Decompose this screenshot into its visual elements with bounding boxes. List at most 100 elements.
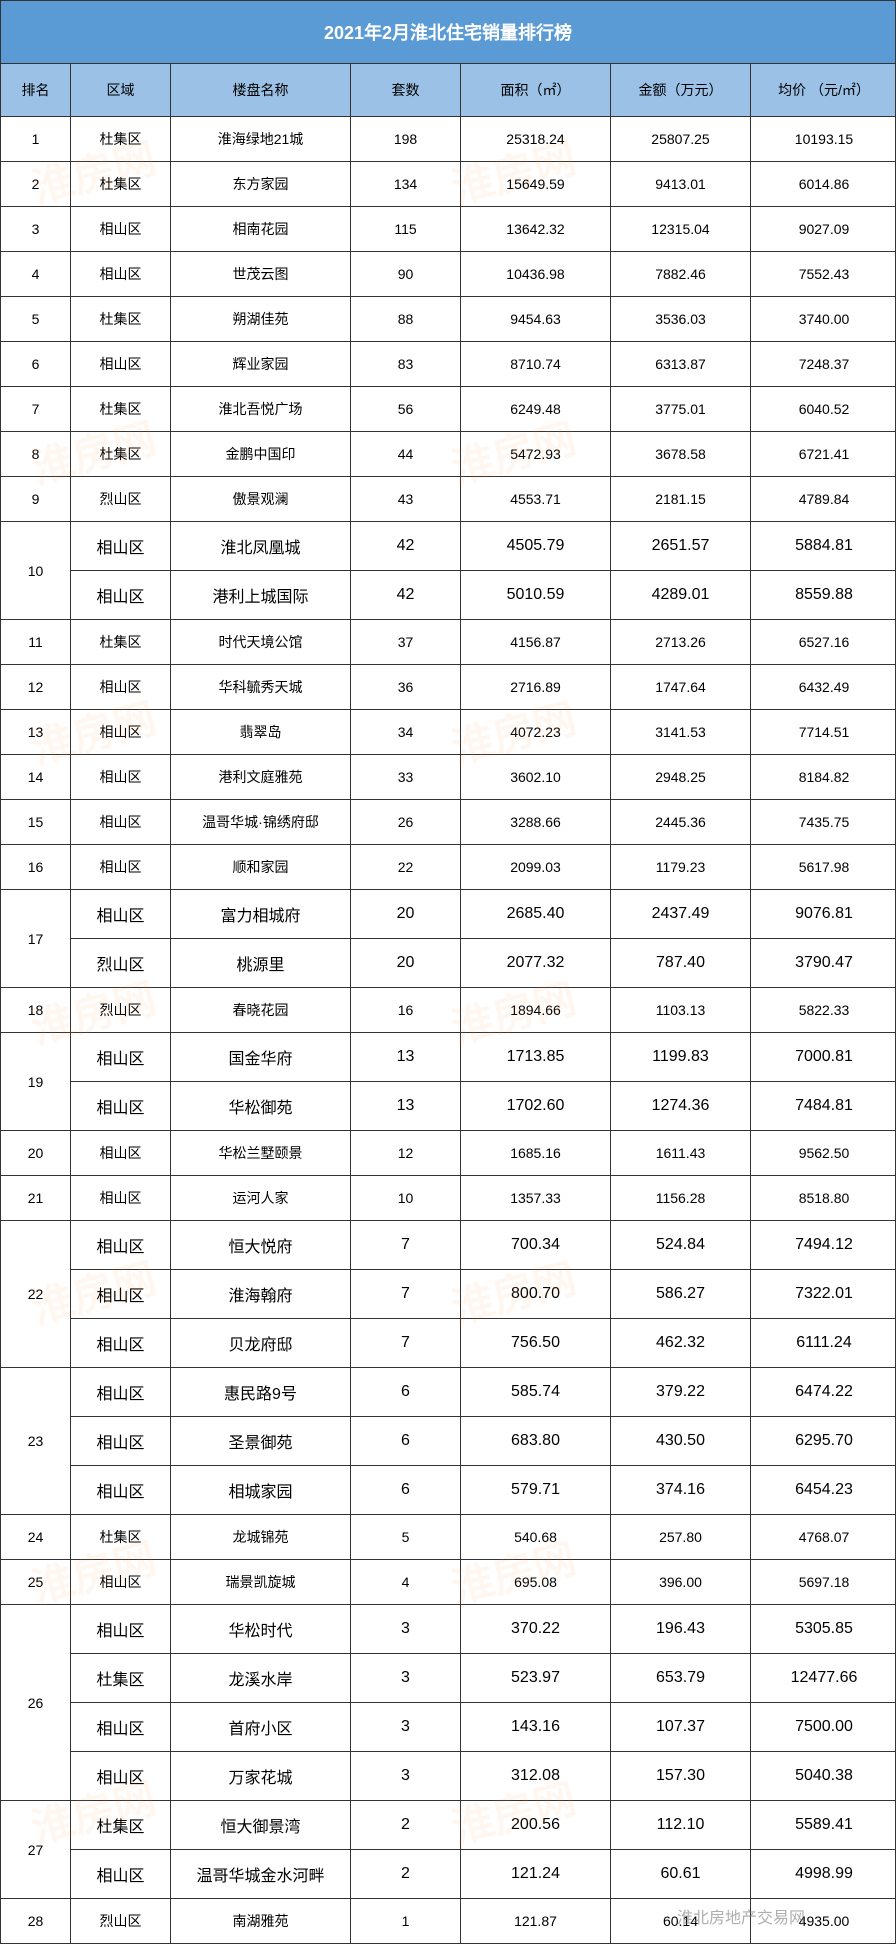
- cell-rank: 18: [1, 988, 71, 1032]
- header-name: 楼盘名称: [171, 64, 351, 116]
- cell-region: 相山区: [71, 1082, 171, 1130]
- cell-amount: 7882.46: [611, 252, 751, 296]
- cell-price: 6111.24: [751, 1319, 896, 1367]
- cell-area: 5472.93: [461, 432, 611, 476]
- cell-area: 6249.48: [461, 387, 611, 431]
- cell-amount: 2713.26: [611, 620, 751, 664]
- cell-area: 121.24: [461, 1850, 611, 1898]
- cell-amount: 1179.23: [611, 845, 751, 889]
- cell-rank: 16: [1, 845, 71, 889]
- cell-region: 相山区: [71, 1033, 171, 1081]
- table-row: 杜集区恒大御景湾2200.56112.105589.41: [71, 1801, 896, 1850]
- cell-name: 时代天境公馆: [171, 620, 351, 664]
- cell-amount: 379.22: [611, 1368, 751, 1416]
- cell-units: 6: [351, 1368, 461, 1416]
- cell-price: 3740.00: [751, 297, 896, 341]
- cell-rank: 17: [1, 890, 71, 987]
- cell-region: 相山区: [71, 1270, 171, 1318]
- cell-rank: 26: [1, 1605, 71, 1800]
- cell-area: 5010.59: [461, 571, 611, 619]
- cell-area: 10436.98: [461, 252, 611, 296]
- cell-price: 3790.47: [751, 939, 896, 987]
- cell-name: 淮海翰府: [171, 1270, 351, 1318]
- cell-price: 5884.81: [751, 522, 896, 570]
- cell-price: 8559.88: [751, 571, 896, 619]
- cell-amount: 2948.25: [611, 755, 751, 799]
- cell-amount: 257.80: [611, 1515, 751, 1559]
- cell-price: 7552.43: [751, 252, 896, 296]
- cell-amount: 2445.36: [611, 800, 751, 844]
- cell-region: 相山区: [71, 845, 171, 889]
- header-area: 面积（㎡）: [461, 64, 611, 116]
- cell-amount: 1199.83: [611, 1033, 751, 1081]
- cell-name: 桃源里: [171, 939, 351, 987]
- cell-name: 朔湖佳苑: [171, 297, 351, 341]
- cell-units: 83: [351, 342, 461, 386]
- footer-text: 淮北房地产交易网: [677, 1904, 805, 1928]
- table-row: 相山区富力相城府202685.402437.499076.81: [71, 890, 896, 939]
- cell-amount: 396.00: [611, 1560, 751, 1604]
- table-row: 相山区淮北凤凰城424505.792651.575884.81: [71, 522, 896, 571]
- cell-area: 13642.32: [461, 207, 611, 251]
- cell-price: 9076.81: [751, 890, 896, 938]
- cell-name: 辉业家园: [171, 342, 351, 386]
- cell-units: 88: [351, 297, 461, 341]
- cell-region: 烈山区: [71, 1899, 171, 1943]
- cell-area: 585.74: [461, 1368, 611, 1416]
- cell-amount: 1156.28: [611, 1176, 751, 1220]
- cell-price: 7322.01: [751, 1270, 896, 1318]
- cell-region: 烈山区: [71, 939, 171, 987]
- header-amount: 金额（万元）: [611, 64, 751, 116]
- table-row: 8杜集区金鹏中国印445472.933678.586721.41: [1, 432, 895, 477]
- cell-units: 42: [351, 571, 461, 619]
- cell-area: 25318.24: [461, 117, 611, 161]
- cell-amount: 3678.58: [611, 432, 751, 476]
- cell-area: 523.97: [461, 1654, 611, 1702]
- cell-rank: 10: [1, 522, 71, 619]
- cell-units: 13: [351, 1033, 461, 1081]
- cell-amount: 60.61: [611, 1850, 751, 1898]
- header-units: 套数: [351, 64, 461, 116]
- cell-units: 44: [351, 432, 461, 476]
- cell-name: 恒大御景湾: [171, 1801, 351, 1849]
- cell-region: 杜集区: [71, 1515, 171, 1559]
- cell-amount: 12315.04: [611, 207, 751, 251]
- cell-amount: 1611.43: [611, 1131, 751, 1175]
- cell-rank: 23: [1, 1368, 71, 1514]
- cell-rank: 19: [1, 1033, 71, 1130]
- cell-name: 龙城锦苑: [171, 1515, 351, 1559]
- cell-units: 36: [351, 665, 461, 709]
- table-row: 4相山区世茂云图9010436.987882.467552.43: [1, 252, 895, 297]
- cell-units: 3: [351, 1703, 461, 1751]
- cell-area: 695.08: [461, 1560, 611, 1604]
- table-row: 相山区惠民路9号6585.74379.226474.22: [71, 1368, 896, 1417]
- cell-amount: 107.37: [611, 1703, 751, 1751]
- cell-units: 6: [351, 1466, 461, 1514]
- cell-region: 相山区: [71, 710, 171, 754]
- cell-price: 9562.50: [751, 1131, 896, 1175]
- cell-price: 6040.52: [751, 387, 896, 431]
- table-row-group: 27杜集区恒大御景湾2200.56112.105589.41相山区温哥华城金水河…: [1, 1801, 895, 1899]
- cell-area: 15649.59: [461, 162, 611, 206]
- cell-region: 杜集区: [71, 620, 171, 664]
- table-row: 11杜集区时代天境公馆374156.872713.266527.16: [1, 620, 895, 665]
- table-row-group: 23相山区惠民路9号6585.74379.226474.22相山区圣景御苑668…: [1, 1368, 895, 1515]
- cell-area: 756.50: [461, 1319, 611, 1367]
- cell-name: 港利文庭雅苑: [171, 755, 351, 799]
- cell-region: 相山区: [71, 342, 171, 386]
- cell-amount: 3536.03: [611, 297, 751, 341]
- cell-area: 4553.71: [461, 477, 611, 521]
- cell-rank: 24: [1, 1515, 71, 1559]
- cell-units: 26: [351, 800, 461, 844]
- cell-price: 5617.98: [751, 845, 896, 889]
- cell-area: 312.08: [461, 1752, 611, 1800]
- cell-region: 相山区: [71, 1319, 171, 1367]
- cell-amount: 1274.36: [611, 1082, 751, 1130]
- cell-rank: 1: [1, 117, 71, 161]
- cell-price: 6527.16: [751, 620, 896, 664]
- cell-rank: 3: [1, 207, 71, 251]
- cell-region: 烈山区: [71, 988, 171, 1032]
- cell-units: 3: [351, 1605, 461, 1653]
- cell-units: 5: [351, 1515, 461, 1559]
- table-header: 排名 区域 楼盘名称 套数 面积（㎡） 金额（万元） 均价 （元/㎡）: [1, 64, 895, 117]
